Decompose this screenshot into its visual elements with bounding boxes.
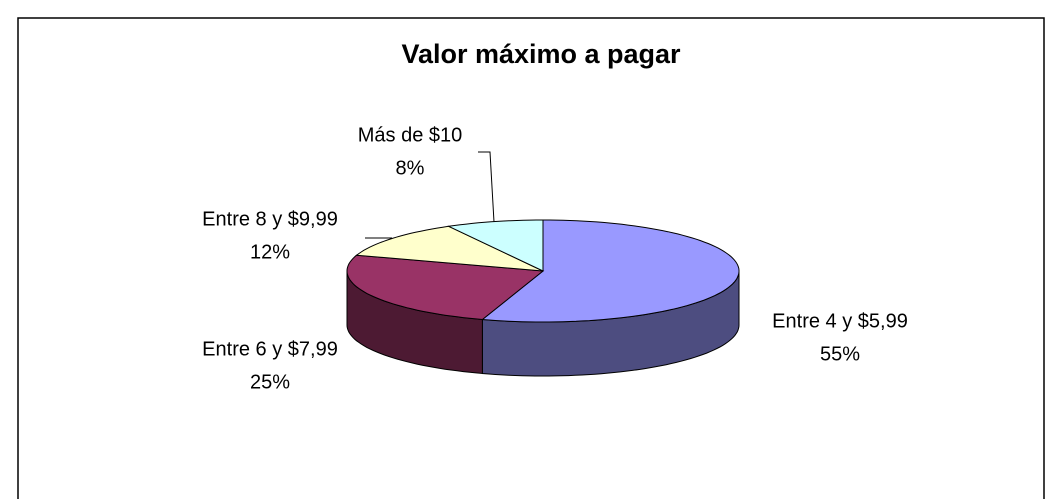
slice-value-label: 55% bbox=[820, 343, 860, 365]
slice-label: Entre 4 y $5,99 bbox=[772, 310, 908, 332]
pie-slice bbox=[481, 219, 740, 323]
leader-line bbox=[478, 151, 495, 223]
slice-value-label: 8% bbox=[396, 157, 425, 179]
slice-label: Entre 8 y $9,99 bbox=[202, 208, 338, 230]
chart-title: Valor máximo a pagar bbox=[401, 39, 681, 69]
slice-label: Entre 6 y $7,99 bbox=[202, 338, 338, 360]
slice-value-label: 12% bbox=[250, 241, 290, 263]
slice-value-label: 25% bbox=[250, 371, 290, 393]
slice-label: Más de $10 bbox=[358, 124, 463, 146]
pie-slice bbox=[346, 254, 545, 321]
